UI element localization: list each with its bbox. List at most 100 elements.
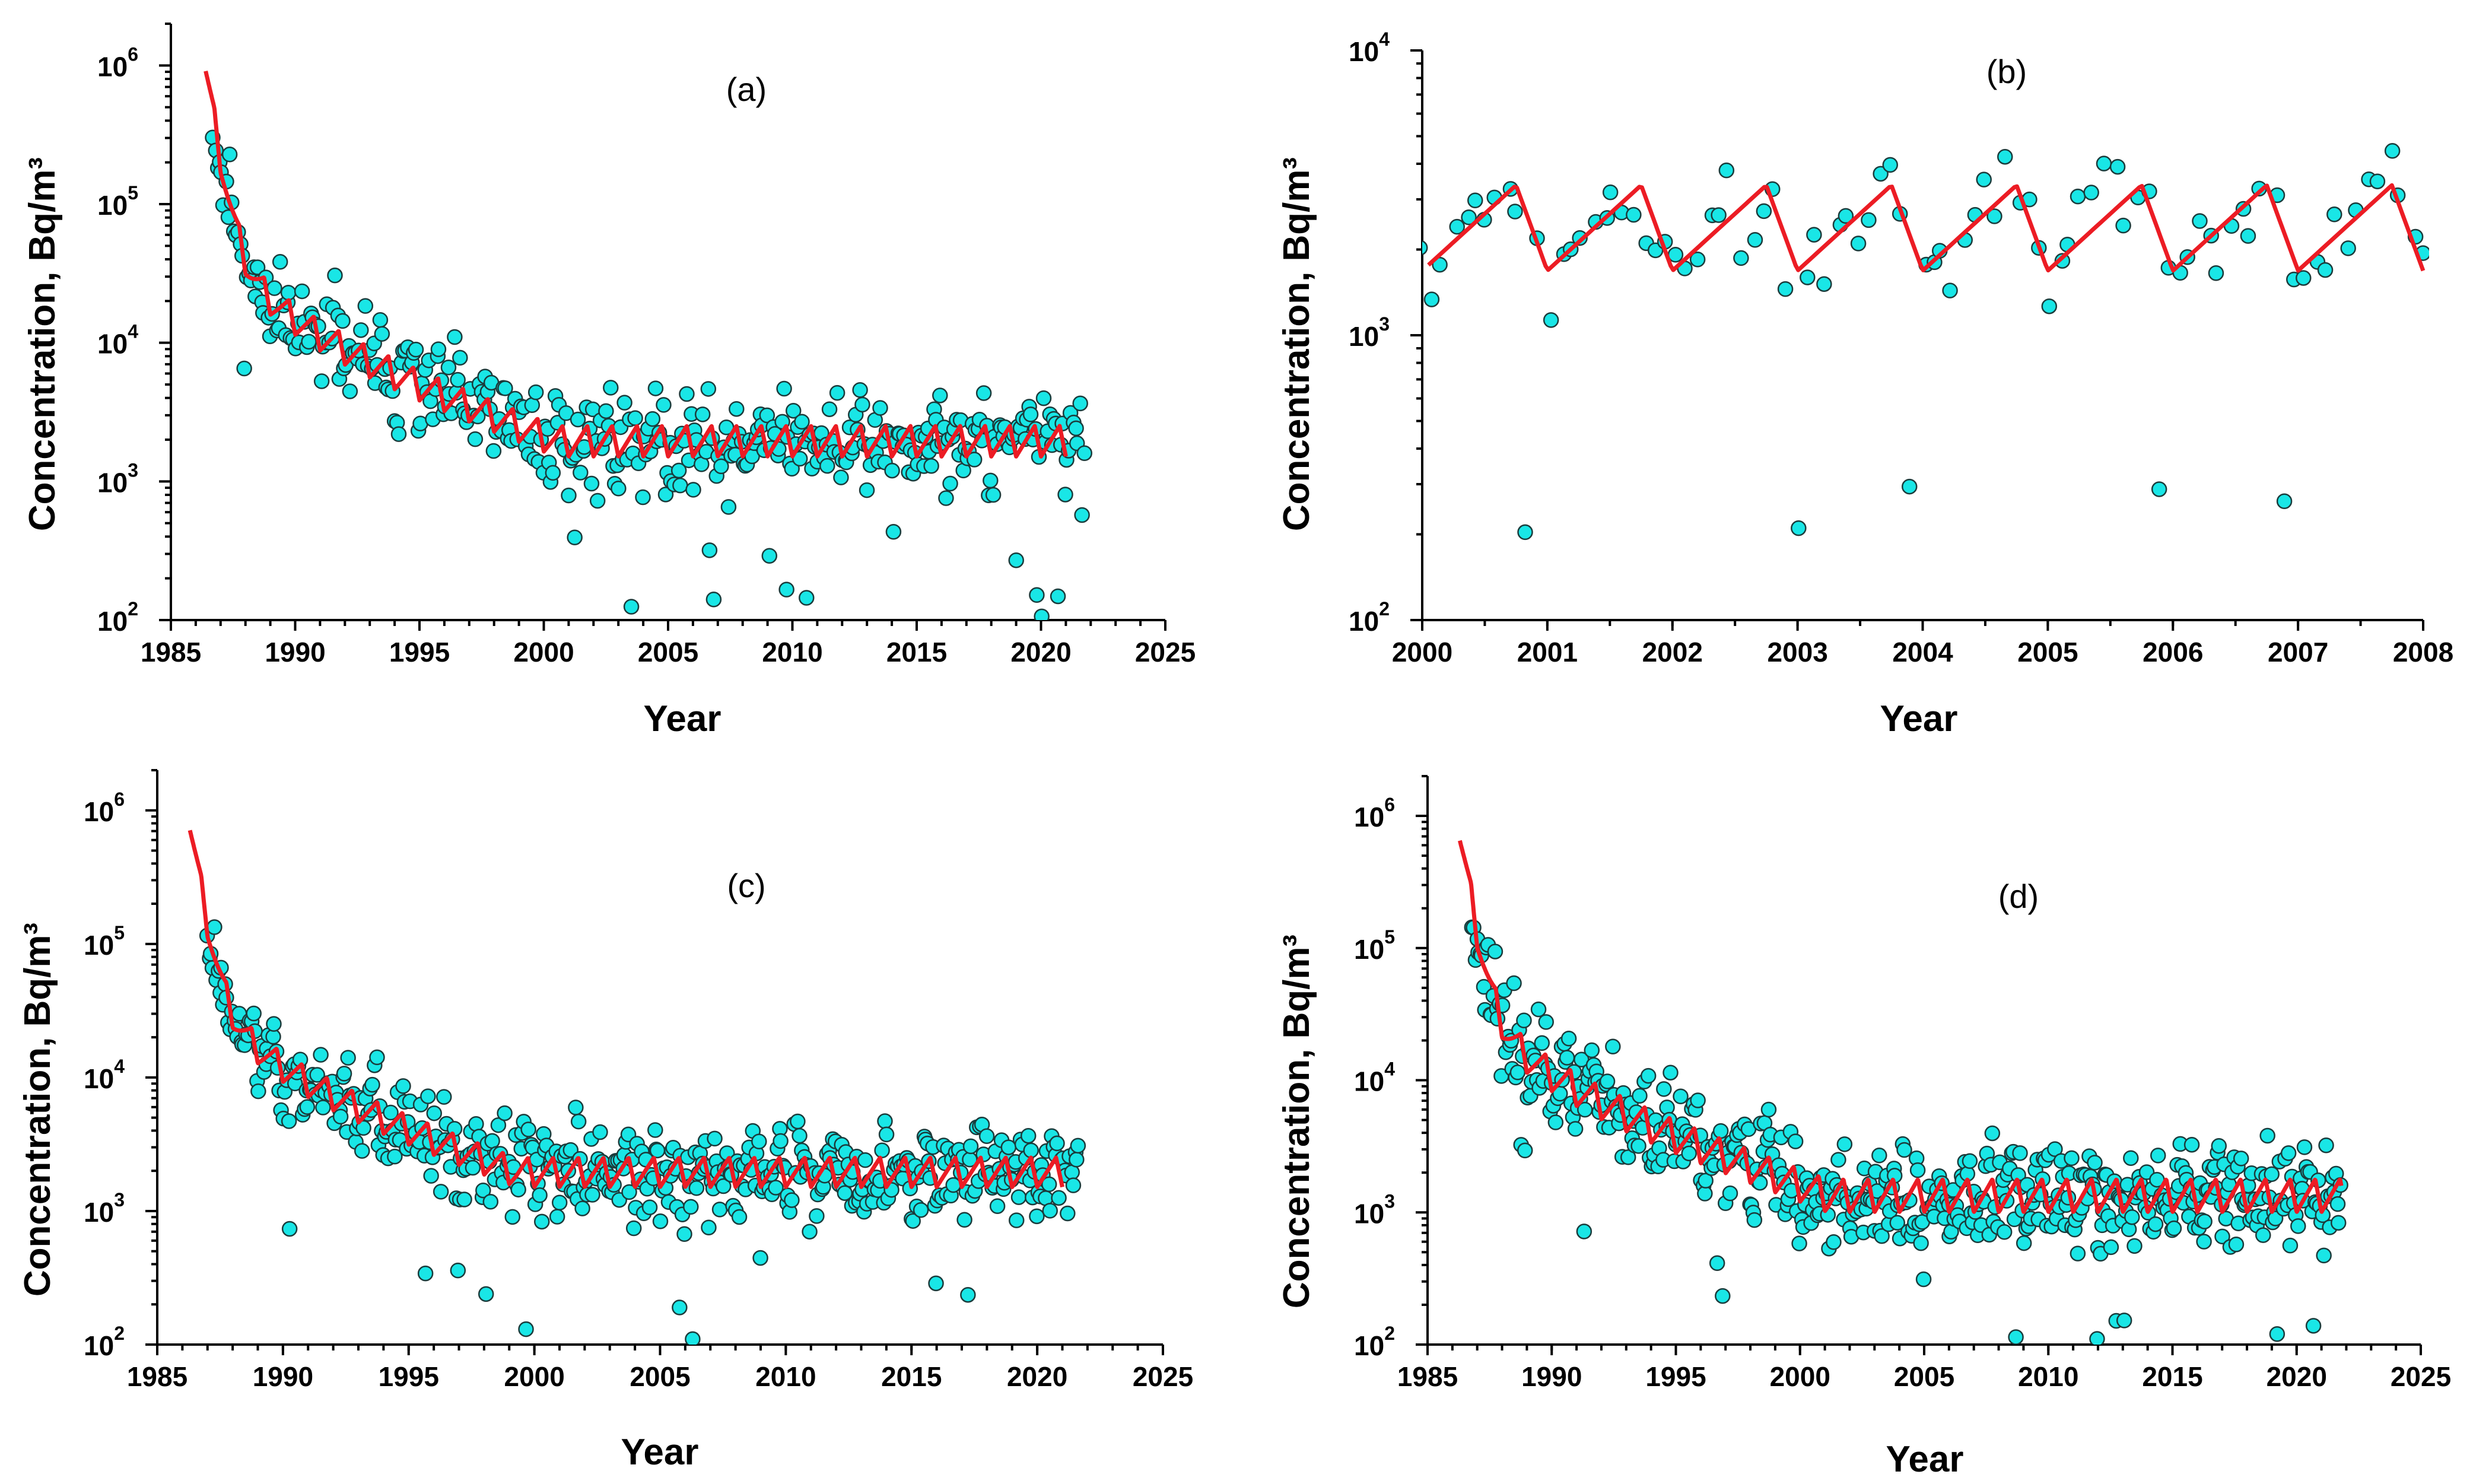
- data-point-c: [383, 1104, 399, 1121]
- data-point-d: [2150, 1148, 2166, 1164]
- data-point-d: [1506, 975, 1522, 992]
- data-point-c: [549, 1209, 565, 1225]
- data-point-c: [768, 1180, 784, 1196]
- data-point-d: [2280, 1145, 2297, 1161]
- data-point-c: [837, 1185, 853, 1201]
- data-point-c: [878, 1126, 895, 1143]
- x-tick-label-b: 2001: [1517, 637, 1578, 668]
- data-point-a: [497, 380, 513, 396]
- x-tick-label-b: 2000: [1392, 637, 1452, 668]
- data-point-d: [2012, 1145, 2028, 1161]
- data-point-b: [1838, 208, 1854, 224]
- data-point-a: [301, 333, 317, 350]
- data-point-a: [527, 384, 544, 401]
- data-point-c: [1010, 1189, 1027, 1205]
- data-point-a: [799, 590, 815, 606]
- data-point-c: [978, 1128, 995, 1144]
- data-point-a: [1050, 588, 1066, 605]
- y-tick-label-a: 105: [97, 182, 138, 221]
- data-point-b: [1507, 204, 1523, 220]
- data-point-a: [573, 465, 589, 481]
- data-point-a: [701, 542, 718, 558]
- data-point-a: [872, 400, 888, 416]
- data-point-a: [656, 397, 672, 413]
- data-point-b: [2054, 253, 2071, 269]
- data-point-b: [2295, 270, 2312, 286]
- data-point-d: [1530, 1001, 1547, 1018]
- model-line-d: [1458, 840, 2344, 1214]
- data-point-b: [2192, 213, 2208, 229]
- x-tick-label-d: 2020: [2267, 1361, 2327, 1392]
- data-point-c: [465, 1159, 481, 1176]
- data-point-d: [1599, 1073, 1616, 1089]
- data-point-a: [430, 341, 447, 357]
- data-point-c: [313, 1047, 329, 1063]
- data-point-a: [570, 411, 586, 428]
- data-point-d: [2116, 1313, 2132, 1329]
- data-point-c: [1008, 1212, 1025, 1228]
- chart-c: 1985 1990 1995 2000 2005 2010 2015 2020 2025 102 1…: [17, 769, 1193, 1473]
- data-point-c: [685, 1331, 701, 1345]
- data-point-c: [510, 1181, 526, 1198]
- data-point-a: [408, 341, 424, 358]
- data-point-a: [603, 380, 619, 396]
- data-point-c: [621, 1184, 637, 1200]
- data-point-d: [2211, 1137, 2227, 1154]
- data-point-a: [567, 529, 583, 546]
- data-point-a: [713, 458, 729, 475]
- data-point-a: [647, 380, 664, 396]
- data-point-c: [423, 1168, 439, 1184]
- data-point-a: [1074, 507, 1090, 523]
- data-point-a: [1035, 390, 1052, 406]
- y-axis-title-a: Concentration, Bq/m³: [22, 157, 63, 531]
- data-point-a: [1008, 552, 1024, 568]
- data-point-a: [932, 387, 948, 403]
- data-point-c: [592, 1124, 608, 1140]
- data-point-d: [1605, 1038, 1621, 1055]
- x-tick-label-b: 2002: [1642, 637, 1703, 668]
- data-point-c: [1023, 1142, 1039, 1158]
- data-point-a: [327, 267, 343, 284]
- x-tick-label-d: 2015: [2142, 1361, 2202, 1392]
- data-point-a: [975, 385, 992, 401]
- data-point-b: [2083, 185, 2099, 201]
- data-point-c: [354, 1143, 370, 1159]
- data-point-d: [2126, 1238, 2143, 1254]
- data-point-d: [1630, 1138, 1646, 1154]
- data-point-c: [568, 1100, 584, 1116]
- data-point-d: [1791, 1235, 1807, 1251]
- data-point-b: [1816, 276, 1832, 292]
- data-point-d: [2259, 1127, 2275, 1144]
- data-point-d: [2103, 1239, 2119, 1256]
- data-point-d: [1516, 1012, 1532, 1029]
- data-point-c: [652, 1213, 669, 1229]
- data-point-b: [1423, 291, 1440, 307]
- data-point-c: [281, 1113, 297, 1129]
- data-point-b: [1467, 192, 1483, 208]
- data-point-d: [1984, 1125, 2001, 1142]
- data-point-a: [833, 469, 849, 485]
- data-point-c: [956, 1212, 972, 1228]
- data-point-b: [2208, 265, 2224, 281]
- data-point-d: [1559, 1050, 1575, 1066]
- data-point-a: [694, 406, 711, 422]
- data-point-c: [532, 1187, 548, 1203]
- data-point-c: [417, 1265, 434, 1282]
- data-point-a: [635, 489, 651, 506]
- x-tick-label-c: 2005: [630, 1361, 690, 1392]
- data-point-c: [395, 1078, 411, 1094]
- data-point-c: [250, 1083, 266, 1100]
- y-tick-label-d: 105: [1354, 926, 1395, 965]
- data-point-a: [700, 381, 717, 397]
- data-point-d: [1697, 1186, 1713, 1202]
- data-point-a: [221, 146, 238, 163]
- data-point-a: [390, 426, 407, 442]
- data-point-d: [1681, 1145, 1697, 1162]
- x-tick-label-c: 1995: [379, 1361, 439, 1392]
- x-tick-label-c: 2000: [504, 1361, 564, 1392]
- data-point-a: [374, 326, 390, 342]
- data-point-c: [299, 1099, 316, 1115]
- data-point-d: [1830, 1152, 1846, 1168]
- data-point-a: [657, 487, 674, 503]
- data-point-b: [1791, 520, 1807, 536]
